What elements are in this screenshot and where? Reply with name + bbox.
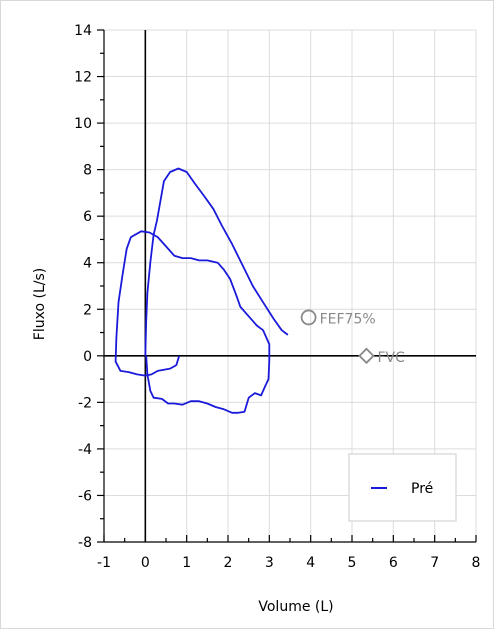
x-tick-label: 1 bbox=[182, 555, 191, 571]
fef75-label: FEF75% bbox=[320, 311, 376, 327]
legend-box bbox=[348, 453, 457, 522]
y-tick-label: 2 bbox=[83, 302, 92, 318]
y-tick-label: 12 bbox=[74, 70, 92, 86]
legend-label: Pré bbox=[411, 481, 433, 497]
x-tick-label: 4 bbox=[306, 555, 315, 571]
fvc-marker bbox=[358, 347, 375, 365]
y-tick-label: -2 bbox=[78, 395, 92, 411]
x-tick-label: 5 bbox=[348, 555, 357, 571]
y-tick-label: -4 bbox=[78, 442, 92, 458]
y-tick-label: 0 bbox=[83, 349, 92, 365]
y-tick-label: -6 bbox=[78, 488, 92, 504]
x-tick-label: 6 bbox=[389, 555, 398, 571]
y-tick-label: 6 bbox=[83, 209, 92, 225]
x-tick-label: 0 bbox=[141, 555, 150, 571]
x-tick-label: 8 bbox=[472, 555, 481, 571]
series-layer bbox=[114, 167, 289, 414]
y-axis-title: Fluxo (L/s) bbox=[32, 268, 48, 340]
x-tick-label: 2 bbox=[224, 555, 233, 571]
legend: Pré bbox=[348, 453, 457, 522]
fvc-label: FVC bbox=[377, 350, 405, 366]
y-tick-label: 10 bbox=[74, 116, 92, 132]
x-tick-label: 7 bbox=[430, 555, 439, 571]
y-tick-label: -8 bbox=[78, 535, 92, 551]
x-tick-label: 3 bbox=[265, 555, 274, 571]
fef75-marker bbox=[300, 309, 317, 326]
annotations: FEF75% FVC bbox=[300, 309, 405, 366]
y-tick-label: 4 bbox=[83, 256, 92, 272]
y-tick-label: 8 bbox=[83, 163, 92, 179]
series-line bbox=[114, 230, 271, 414]
x-axis-title: Volume (L) bbox=[258, 599, 333, 615]
y-tick-label: 14 bbox=[74, 23, 92, 39]
series-line bbox=[144, 167, 289, 356]
axes bbox=[97, 29, 477, 543]
x-tick-label: -1 bbox=[97, 555, 111, 571]
